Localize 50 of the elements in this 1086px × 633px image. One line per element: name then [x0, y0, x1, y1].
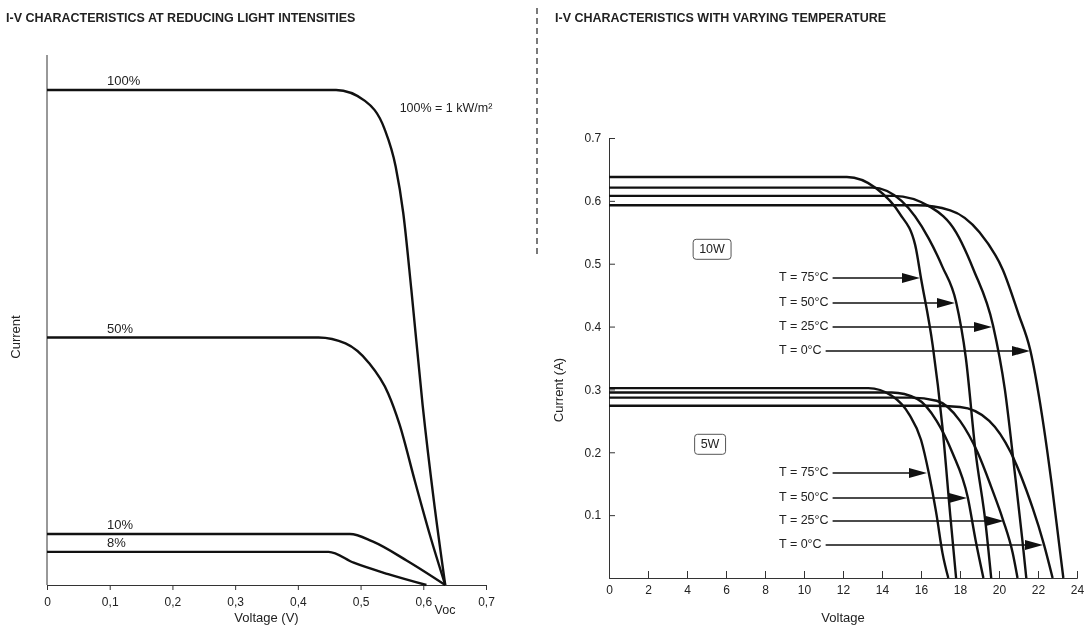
x-tick-label: 0,4 [290, 595, 308, 610]
x-tick-label: 4 [684, 583, 692, 598]
x-tick-label: 10 [797, 583, 812, 598]
x-tick-label: 14 [875, 583, 890, 598]
chart-title: I-V CHARACTERISTICS AT REDUCING LIGHT INTENSITIES [6, 11, 356, 25]
x-tick-label: 0,6 [415, 595, 433, 610]
x-tick-label: 0,5 [352, 595, 370, 610]
annotation: T = 0°C [779, 343, 822, 358]
chart-title: I-V CHARACTERISTICS WITH VARYING TEMPERATURE [555, 11, 887, 25]
series-label: 100% [107, 73, 141, 88]
annotation: T = 75°C [779, 270, 829, 285]
y-axis-title: Current (A) [551, 357, 566, 423]
x-tick-label: 0,3 [227, 595, 245, 610]
annotation: T = 25°C [779, 513, 829, 528]
text: Voc [434, 603, 456, 618]
series-label: 50% [107, 320, 134, 336]
annotation: 10W [699, 242, 726, 257]
annotation: T = 0°C [779, 537, 822, 552]
x-tick-label: 20 [992, 583, 1007, 598]
y-tick-label: 0.7 [584, 131, 602, 146]
y-tick-label: 0.6 [584, 194, 602, 209]
annotation: T = 25°C [779, 319, 829, 334]
x-axis-title: Voltage [821, 610, 865, 625]
x-tick-label: 18 [953, 583, 968, 598]
x-tick-label: 16 [914, 583, 929, 598]
y-tick-label: 0.5 [584, 257, 602, 272]
y-axis-title: Current [8, 314, 23, 359]
annotation: T = 75°C [779, 465, 829, 480]
annotation: T = 50°C [779, 490, 829, 505]
annotation: 5W [700, 437, 720, 452]
y-tick-label: 0.1 [584, 508, 602, 523]
annotation: 100% = 1 kW/m² [399, 101, 493, 116]
x-tick-label: 22 [1031, 583, 1046, 598]
series-label: 10% [107, 517, 134, 533]
x-tick-label: 0 [606, 583, 614, 598]
x-tick-label: 24 [1070, 583, 1085, 598]
y-tick-label: 0.3 [584, 382, 602, 397]
annotation: T = 50°C [779, 295, 829, 310]
y-tick-label: 0.4 [584, 319, 602, 334]
x-tick-label: 12 [836, 583, 851, 598]
y-tick-label: 0.2 [584, 445, 602, 460]
x-tick-label: 0,1 [101, 595, 119, 610]
x-tick-label: 0 [44, 595, 52, 610]
x-tick-label: 6 [723, 583, 731, 598]
x-axis-title: Voltage (V) [234, 610, 299, 625]
x-tick-label: 2 [645, 583, 653, 598]
series-label: 8% [107, 534, 127, 550]
x-tick-label: 0,2 [164, 595, 182, 610]
x-tick-label: 8 [762, 583, 770, 598]
x-tick-label: 0,7 [478, 595, 496, 610]
